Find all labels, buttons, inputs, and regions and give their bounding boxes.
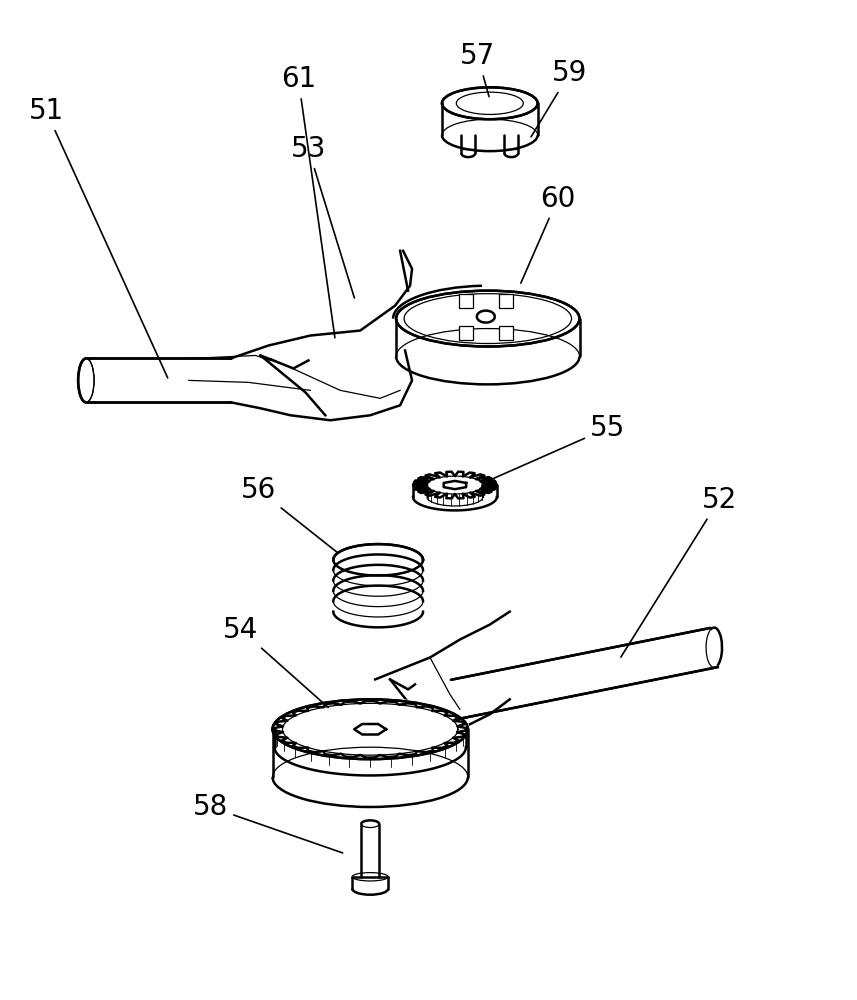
Ellipse shape <box>78 358 94 402</box>
Text: 51: 51 <box>28 97 168 378</box>
FancyBboxPatch shape <box>458 326 473 340</box>
Ellipse shape <box>396 291 579 346</box>
Text: 59: 59 <box>531 59 587 137</box>
Text: 58: 58 <box>193 793 343 853</box>
Text: 54: 54 <box>223 616 328 707</box>
FancyBboxPatch shape <box>499 294 512 308</box>
Text: 60: 60 <box>521 185 575 283</box>
Ellipse shape <box>396 291 579 346</box>
Text: 61: 61 <box>281 65 335 338</box>
FancyBboxPatch shape <box>499 326 512 340</box>
Ellipse shape <box>273 699 468 759</box>
Ellipse shape <box>271 697 470 761</box>
Text: 55: 55 <box>492 414 625 479</box>
Text: 57: 57 <box>460 42 495 97</box>
Bar <box>81 358 231 402</box>
Ellipse shape <box>442 87 537 119</box>
Text: 56: 56 <box>241 476 339 553</box>
Text: 53: 53 <box>291 135 355 298</box>
FancyBboxPatch shape <box>458 294 473 308</box>
Text: 52: 52 <box>620 486 737 657</box>
Polygon shape <box>451 628 718 719</box>
